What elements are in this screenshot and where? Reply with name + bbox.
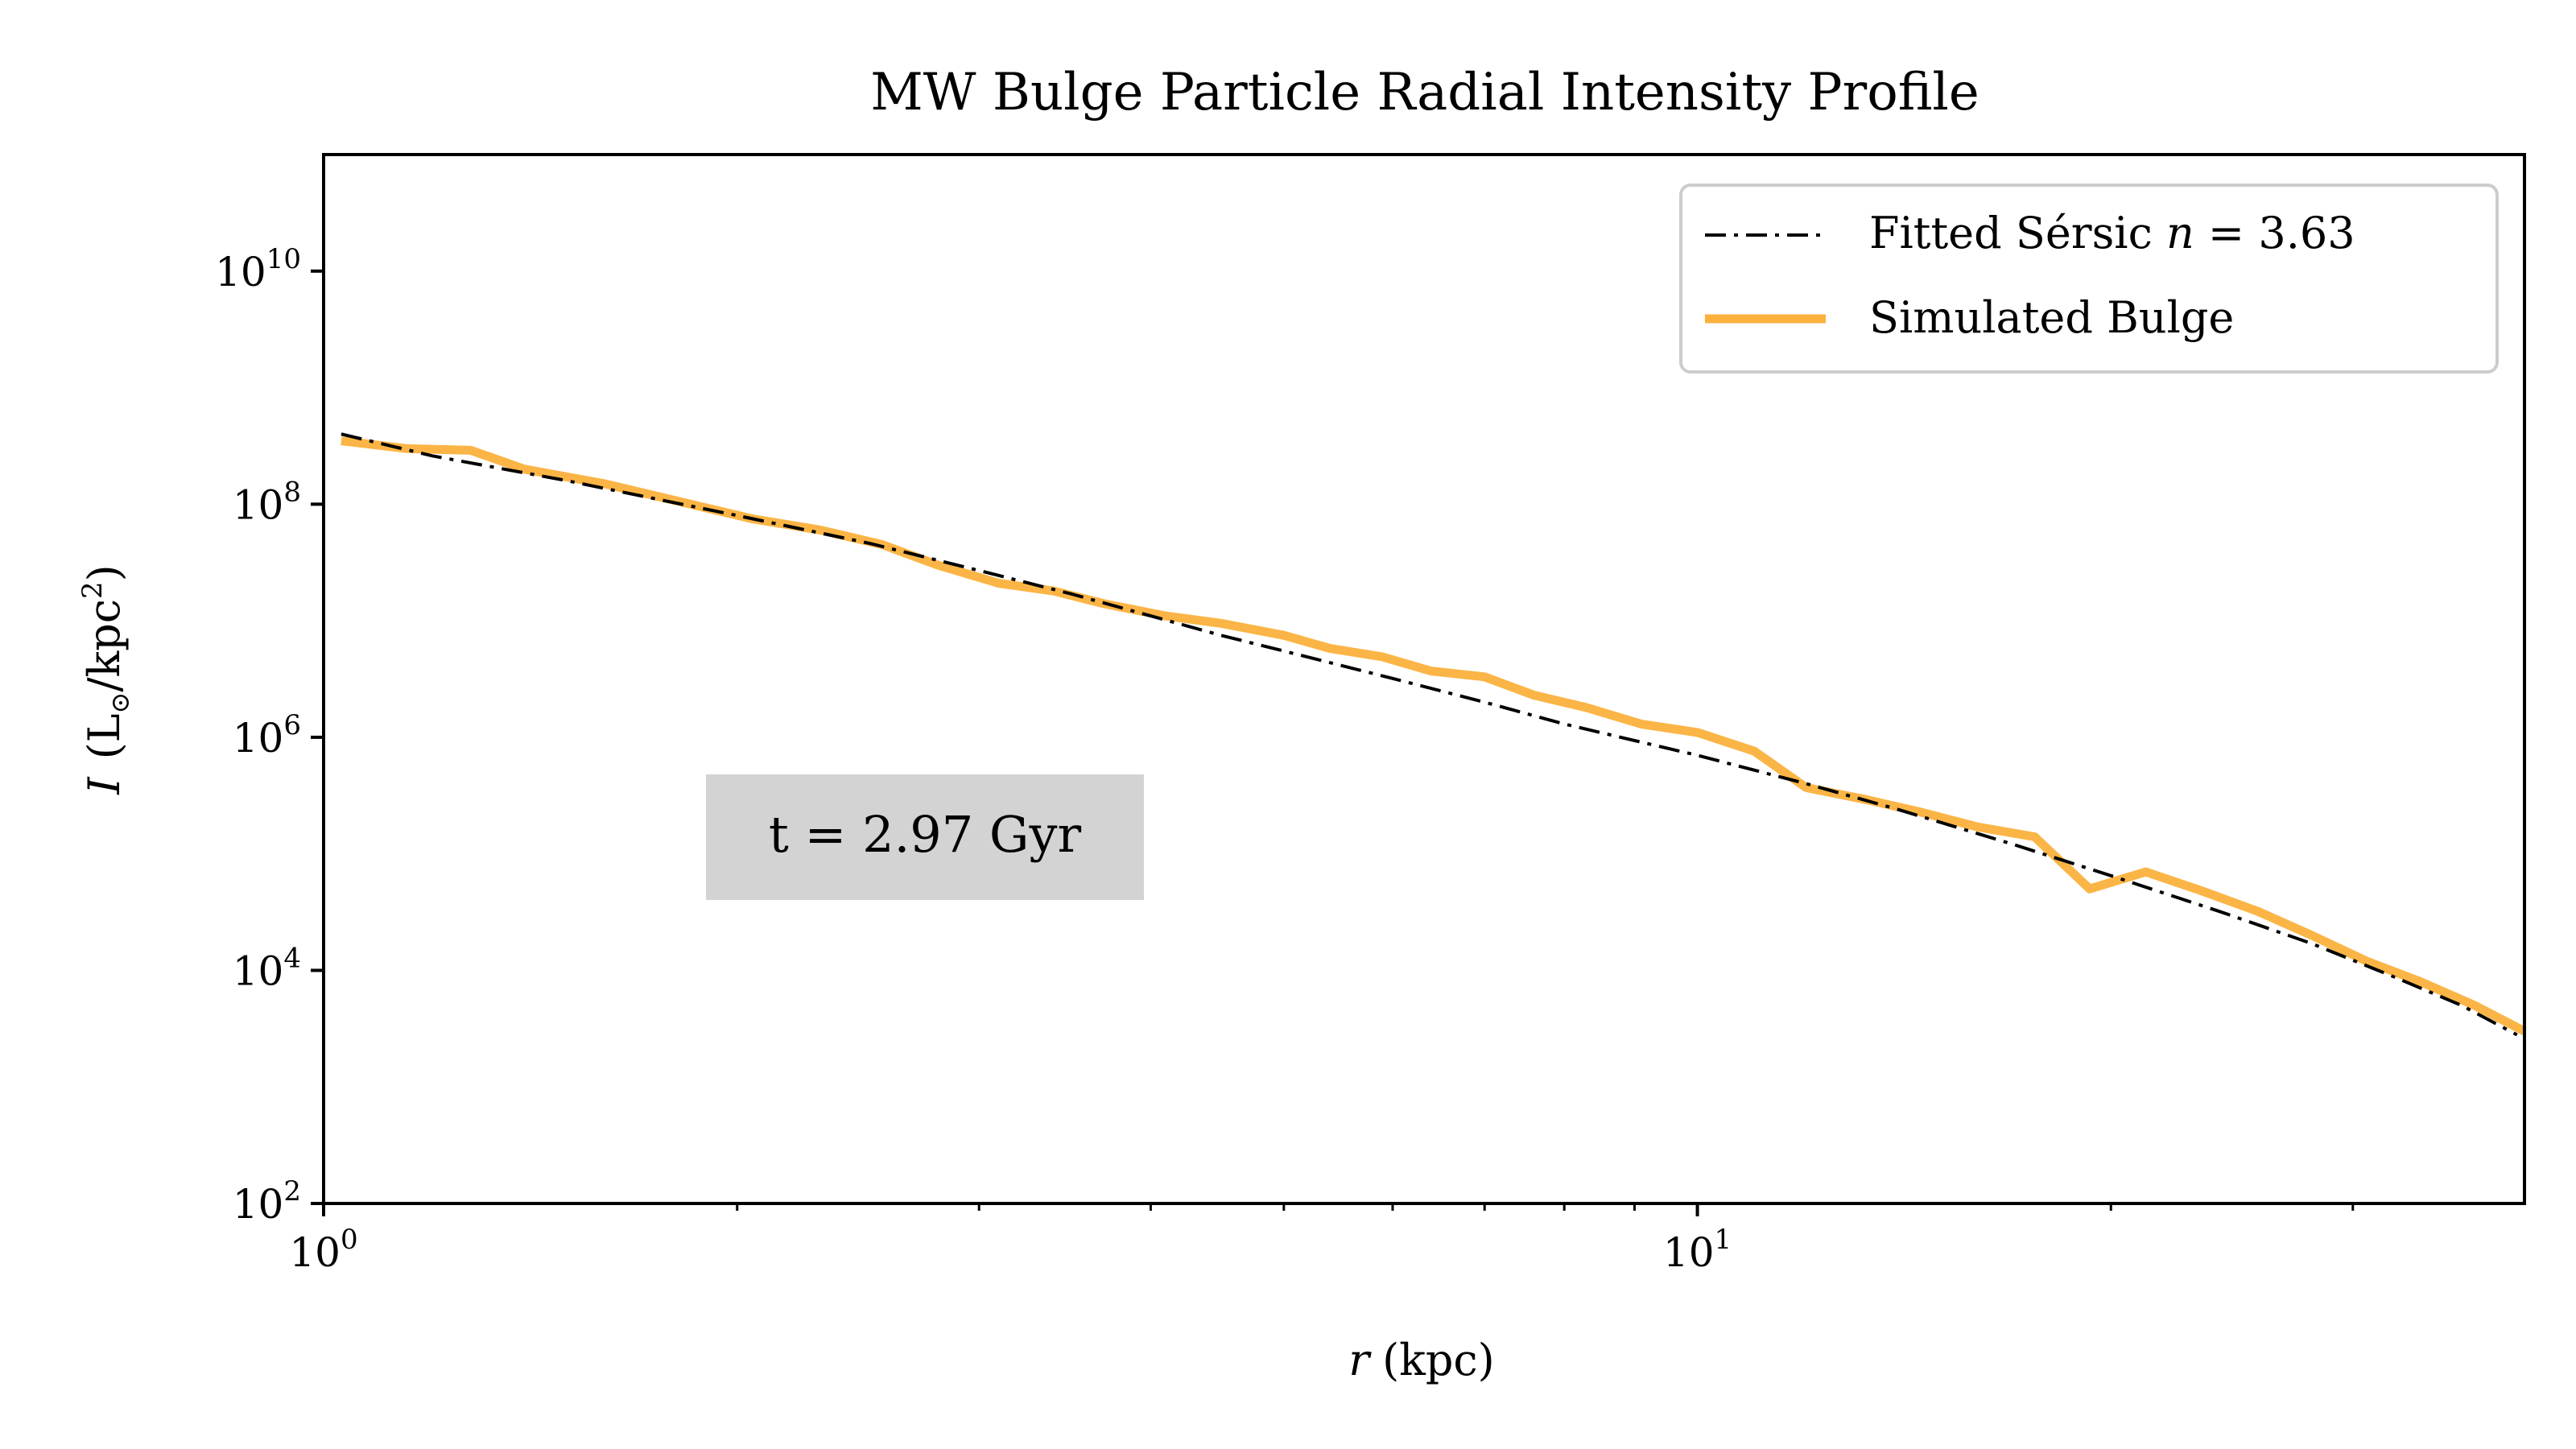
- y-tick-label: 108: [233, 476, 301, 528]
- y-axis-unit-sub: ⊙: [105, 692, 135, 714]
- legend-sersic-suffix: = 3.63: [2194, 208, 2355, 258]
- x-axis-var: r: [1348, 1335, 1372, 1385]
- x-tick-label: 101: [1663, 1224, 1732, 1276]
- plot-frame: [322, 153, 2526, 1205]
- time-annotation: t = 2.97 Gyr: [706, 774, 1144, 900]
- chart-title: MW Bulge Particle Radial Intensity Profi…: [870, 63, 1979, 122]
- legend-label-sersic: Fitted Sérsic n = 3.63: [1869, 208, 2355, 258]
- y-axis-label: I (L⊙/kpc2): [76, 564, 135, 795]
- legend: Fitted Sérsic n = 3.63 Simulated Bulge: [1679, 184, 2499, 374]
- x-axis-label: r (kpc): [1348, 1335, 1495, 1385]
- plot-area: [341, 432, 2527, 1037]
- axis-ticks: 100 101 102 104 106 108 1010: [215, 243, 2355, 1276]
- legend-sersic-var: n: [2166, 208, 2194, 258]
- legend-label-bulge: Simulated Bulge: [1869, 292, 2234, 343]
- y-axis-unit-mid: /kpc: [79, 599, 130, 692]
- x-tick-label: 100: [289, 1224, 357, 1276]
- y-axis-unit-sup: 2: [76, 581, 109, 599]
- time-annotation-text: t = 2.97 Gyr: [769, 805, 1082, 864]
- y-axis-unit-pre: (L: [79, 713, 130, 759]
- legend-frame: [1679, 184, 2499, 374]
- series-line-sersic-fit: [341, 432, 2518, 1037]
- y-tick-label: 106: [233, 709, 301, 762]
- y-tick-label: 1010: [215, 243, 301, 295]
- y-axis-var: I: [79, 776, 130, 795]
- legend-sersic-prefix: Fitted Sérsic: [1869, 208, 2166, 258]
- time-annotation-box: [706, 774, 1144, 900]
- y-tick-label: 104: [233, 942, 301, 994]
- x-axis-unit: (kpc): [1382, 1335, 1495, 1385]
- y-axis-unit-post: ): [79, 564, 130, 581]
- y-tick-label: 102: [233, 1175, 301, 1228]
